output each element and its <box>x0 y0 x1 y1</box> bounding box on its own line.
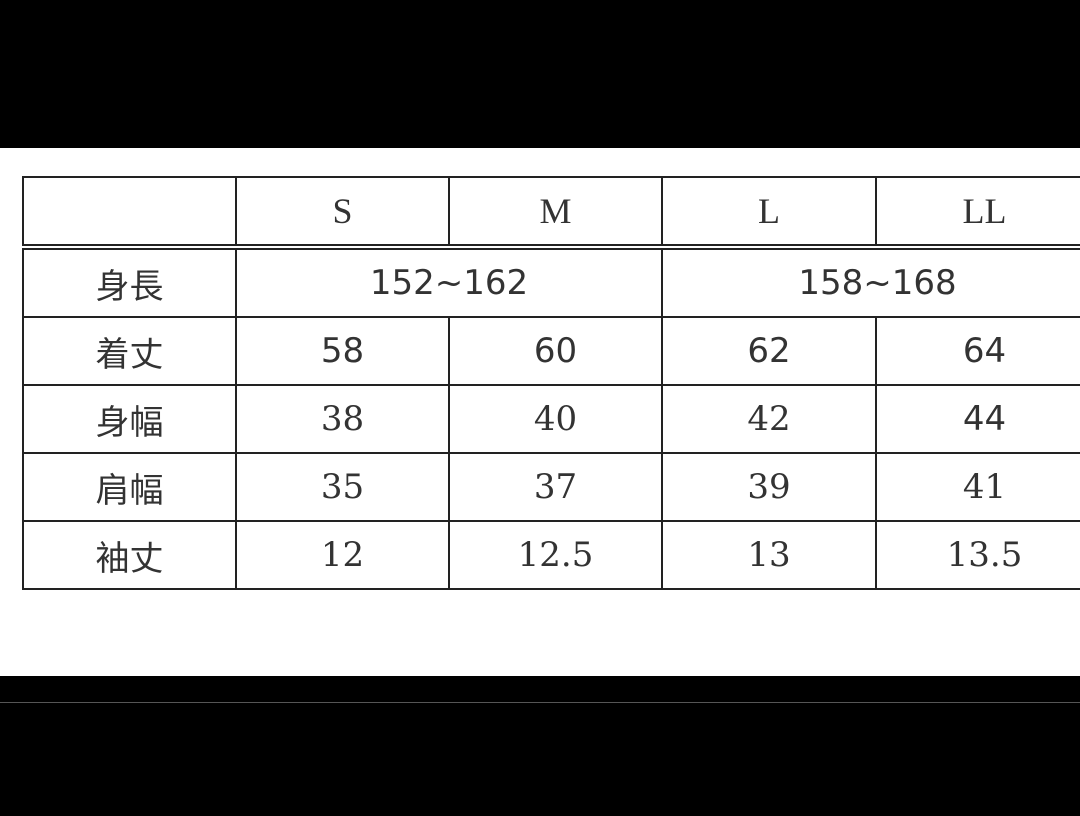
size-chart-sheet: S M L LL 身長 152~162 158~168 着丈 58 60 62 … <box>0 148 1080 676</box>
cell: 41 <box>875 452 1080 522</box>
cell: 60 <box>448 316 663 386</box>
cell: 13 <box>661 520 877 590</box>
cell: 38 <box>235 384 450 454</box>
table-row: 肩幅 35 37 39 41 <box>22 452 1080 522</box>
cell: 42 <box>661 384 877 454</box>
header-row: S M L LL <box>22 176 1080 250</box>
size-chart-table: S M L LL 身長 152~162 158~168 着丈 58 60 62 … <box>22 176 1080 590</box>
cell: 40 <box>448 384 663 454</box>
cell: 37 <box>448 452 663 522</box>
cell: 12.5 <box>448 520 663 590</box>
header-corner <box>22 176 237 250</box>
table-row: 袖丈 12 12.5 13 13.5 <box>22 520 1080 590</box>
height-range-s-m: 152~162 <box>235 246 663 318</box>
header-size-l: L <box>661 176 877 250</box>
row-label: 袖丈 <box>22 520 237 590</box>
cell: 12 <box>235 520 450 590</box>
table-row: 着丈 58 60 62 64 <box>22 316 1080 386</box>
header-size-m: M <box>448 176 663 250</box>
cell: 58 <box>235 316 450 386</box>
cell: 35 <box>235 452 450 522</box>
row-label: 身長 <box>22 246 237 318</box>
header-size-ll: LL <box>875 176 1080 250</box>
height-range-l-ll: 158~168 <box>661 246 1080 318</box>
row-label: 肩幅 <box>22 452 237 522</box>
divider-line <box>0 702 1080 703</box>
cell: 62 <box>661 316 877 386</box>
header-size-s: S <box>235 176 450 250</box>
row-label: 身幅 <box>22 384 237 454</box>
table-row: 身幅 38 40 42 44 <box>22 384 1080 454</box>
cell: 64 <box>875 316 1080 386</box>
cell: 39 <box>661 452 877 522</box>
cell: 44 <box>875 384 1080 454</box>
cell: 13.5 <box>875 520 1080 590</box>
row-label: 着丈 <box>22 316 237 386</box>
table-row-height: 身長 152~162 158~168 <box>22 246 1080 318</box>
